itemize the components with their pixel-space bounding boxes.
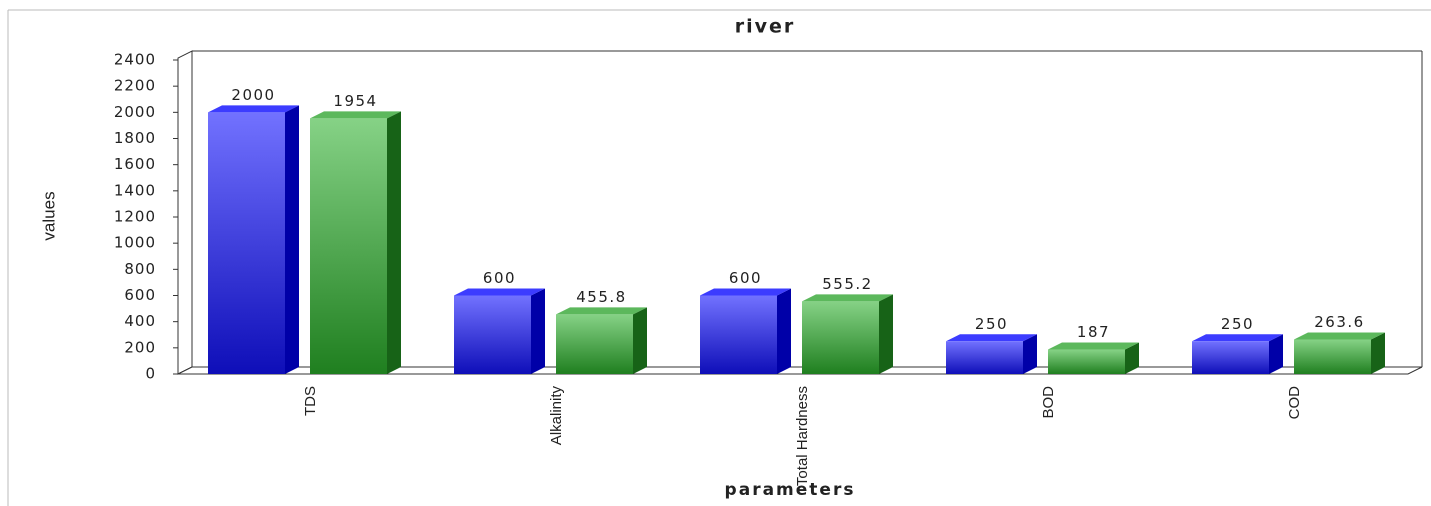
bar-side: [777, 288, 791, 374]
bar-side: [1371, 332, 1385, 374]
value-label: 600: [483, 269, 516, 287]
bar-top: [208, 105, 299, 113]
bar-top: [700, 288, 791, 296]
bar: [946, 341, 1023, 374]
value-label: 2000: [231, 86, 275, 104]
bar-side: [879, 294, 893, 374]
bar-group: [310, 111, 401, 374]
bar-group: [208, 105, 299, 374]
x-tick-label: BOD: [1040, 386, 1057, 419]
value-label: 187: [1077, 323, 1110, 341]
back-wall: [177, 50, 193, 375]
bar-group: [454, 288, 545, 374]
y-tick-label: 1800: [114, 129, 156, 147]
value-label: 455.8: [576, 288, 626, 306]
bar-side: [633, 307, 647, 374]
bar-top: [1048, 342, 1139, 350]
x-axis-label: parameters: [725, 480, 856, 500]
bar: [1048, 349, 1125, 374]
chart-title: river: [735, 16, 796, 38]
bar-group: [556, 307, 647, 374]
bar: [556, 314, 633, 374]
bar: [208, 112, 285, 374]
x-tick-label: Alkalinity: [548, 386, 565, 446]
bar: [454, 295, 531, 374]
bar-group: [946, 334, 1037, 374]
bar-top: [556, 307, 647, 315]
bar-top: [802, 294, 893, 302]
bar-group: [1294, 332, 1385, 374]
value-label: 250: [975, 315, 1008, 333]
bar-top: [1294, 332, 1385, 340]
bar: [1192, 341, 1269, 374]
bar-side: [1125, 342, 1139, 374]
y-tick-label: 600: [124, 286, 156, 304]
y-tick-label: 800: [124, 260, 156, 278]
bar-group: [1192, 334, 1283, 374]
y-tick-label: 2400: [114, 51, 156, 69]
x-tick-label: Total Hardness: [794, 386, 811, 486]
y-tick-label: 1200: [114, 208, 156, 226]
bar: [700, 295, 777, 374]
x-tick-label: TDS: [302, 386, 319, 416]
bar: [1294, 339, 1371, 374]
y-axis-label: values: [39, 191, 58, 240]
bar: [310, 118, 387, 374]
value-label: 250: [1221, 315, 1254, 333]
bar-side: [531, 288, 545, 374]
y-tick-label: 200: [124, 338, 156, 356]
bar-top: [1192, 334, 1283, 342]
y-tick-label: 1600: [114, 155, 156, 173]
value-label: 263.6: [1314, 313, 1364, 331]
bar-top: [454, 288, 545, 296]
value-label: 1954: [333, 92, 377, 110]
bar-group: [700, 288, 791, 374]
y-tick-label: 1400: [114, 181, 156, 199]
bar-side: [1269, 334, 1283, 374]
bar-group: [1048, 342, 1139, 374]
value-label: 555.2: [822, 275, 872, 293]
y-tick-label: 2200: [114, 77, 156, 95]
y-tick-label: 0: [145, 365, 156, 383]
bar-top: [310, 111, 401, 119]
bar-side: [285, 105, 299, 374]
bar-side: [387, 111, 401, 374]
bar-group: [802, 294, 893, 374]
bar-side: [1023, 334, 1037, 374]
y-tick-label: 1000: [114, 234, 156, 252]
y-tick-label: 2000: [114, 103, 156, 121]
y-tick-label: 400: [124, 312, 156, 330]
value-label: 600: [729, 269, 762, 287]
bar: [802, 301, 879, 374]
bar-top: [946, 334, 1037, 342]
x-tick-label: COD: [1286, 386, 1303, 420]
